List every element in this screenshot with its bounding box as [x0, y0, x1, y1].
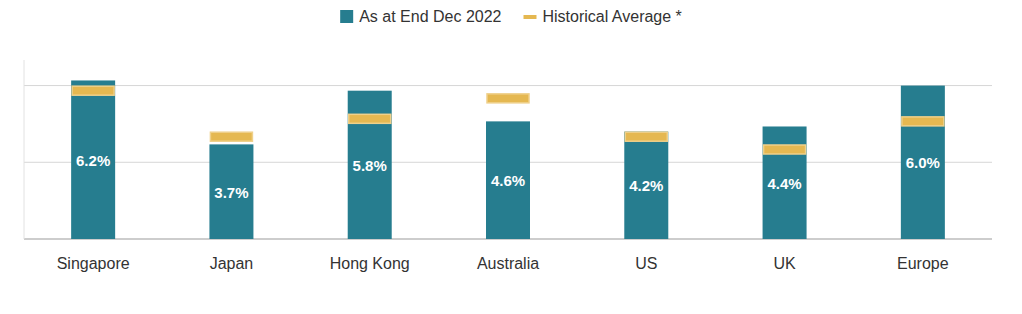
marks [71, 80, 945, 239]
category-label: Europe [897, 255, 949, 272]
average-marker [210, 132, 252, 141]
bar [763, 126, 807, 239]
data-label: 4.6% [491, 172, 525, 189]
data-label: 4.4% [767, 175, 801, 192]
category-label: Singapore [57, 255, 130, 272]
y-axis-line [24, 60, 25, 239]
legend-label: Historical Average * [542, 8, 681, 25]
average-marker [764, 145, 806, 154]
data-label: 6.0% [906, 154, 940, 171]
bar [486, 121, 530, 239]
bar [624, 132, 668, 239]
average-marker [902, 117, 944, 126]
bar [348, 91, 392, 239]
average-marker [349, 114, 391, 123]
legend-swatch [523, 15, 536, 19]
data-label: 5.8% [353, 157, 387, 174]
legend-swatch [340, 10, 353, 23]
grid-line [24, 85, 992, 86]
average-marker [72, 86, 114, 95]
average-marker [487, 94, 529, 103]
category-label: Hong Kong [330, 255, 410, 272]
legend: As at End Dec 2022 Historical Average * [340, 8, 682, 25]
bar [209, 144, 253, 239]
category-label: Japan [210, 255, 254, 272]
chart-svg: 6.2% 3.7% 5.8% 4.6% 4.2% 4.4% 6.0% Singapore Jap… [0, 0, 1022, 314]
labels: 6.2% 3.7% 5.8% 4.6% 4.2% 4.4% 6.0% Singapore Jap… [57, 152, 949, 272]
bar [71, 80, 115, 239]
category-label: UK [773, 255, 796, 272]
category-label: Australia [477, 255, 539, 272]
average-marker [625, 132, 667, 141]
category-label: US [635, 255, 657, 272]
bar [901, 86, 945, 239]
legend-label: As at End Dec 2022 [359, 8, 501, 25]
chart-container: 6.2% 3.7% 5.8% 4.6% 4.2% 4.4% 6.0% Singapore Jap… [0, 0, 1022, 314]
data-label: 4.2% [629, 177, 663, 194]
data-label: 6.2% [76, 152, 110, 169]
data-label: 3.7% [214, 184, 248, 201]
